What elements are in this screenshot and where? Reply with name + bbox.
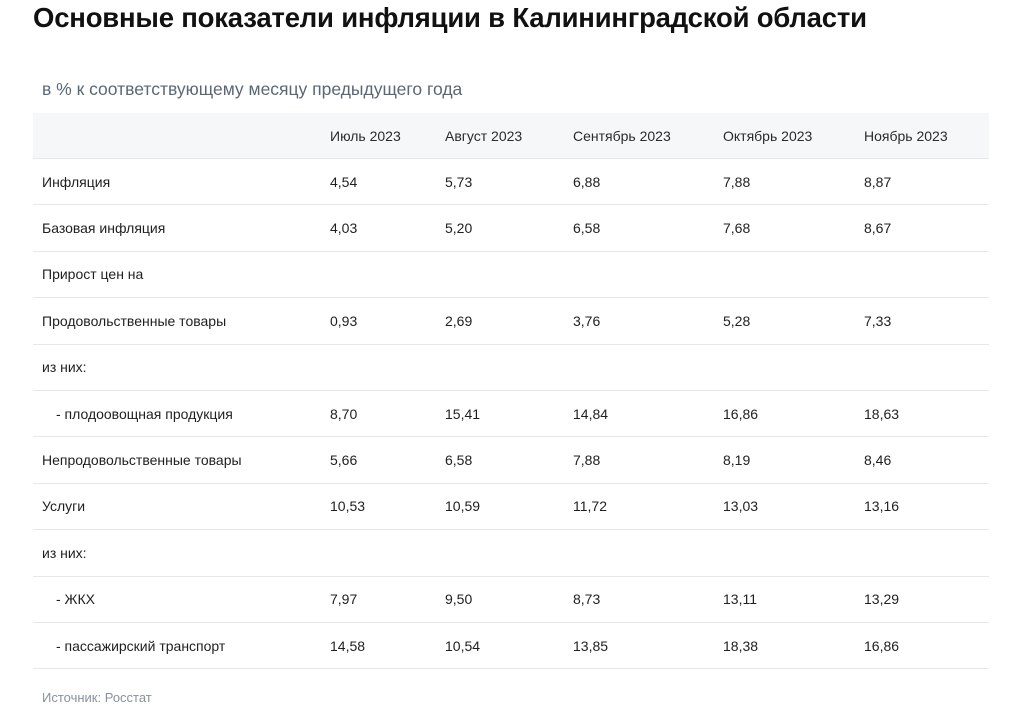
table-cell: 16,86 (723, 405, 759, 422)
header-cell-november: Ноябрь 2023 (864, 127, 948, 144)
table-cell: 7,88 (573, 452, 601, 469)
table-row: Непродовольственные товары 5,66 6,58 7,8… (33, 437, 989, 484)
table-cell: 14,58 (330, 637, 366, 654)
table-header-row: Июль 2023 Август 2023 Сентябрь 2023 Октя… (33, 113, 989, 159)
table-row: - плодоовощная продукция 8,70 15,41 14,8… (33, 391, 989, 438)
table-cell: 6,58 (445, 452, 473, 469)
table-cell: 5,20 (445, 220, 473, 237)
table-cell: 11,72 (573, 498, 607, 515)
table-cell: 5,66 (330, 452, 358, 469)
table-cell: 7,33 (864, 312, 892, 329)
table-cell: 16,86 (864, 637, 900, 654)
table-row: Базовая инфляция 4,03 5,20 6,58 7,68 8,6… (33, 205, 989, 252)
header-cell-august: Август 2023 (445, 127, 523, 144)
table-cell: 10,59 (445, 498, 481, 515)
table-cell: 8,67 (864, 220, 892, 237)
row-label: Услуги (42, 498, 86, 515)
table-cell: 10,53 (330, 498, 366, 515)
row-label: из них: (42, 359, 87, 376)
table-row: Продовольственные товары 0,93 2,69 3,76 … (33, 298, 989, 345)
table-cell: 7,68 (723, 220, 751, 237)
table-cell: 4,03 (330, 220, 358, 237)
row-label: из них: (42, 544, 87, 561)
table-cell: 0,93 (330, 312, 358, 329)
table-cell: 13,29 (864, 591, 900, 608)
table-cell: 14,84 (573, 405, 609, 422)
table-cell: 8,87 (864, 173, 892, 190)
table-row: Услуги 10,53 10,59 11,72 13,03 13,16 (33, 484, 989, 531)
header-cell-october: Октябрь 2023 (723, 127, 813, 144)
table-cell: 15,41 (445, 405, 481, 422)
table-cell: 3,76 (573, 312, 601, 329)
table-cell: 5,28 (723, 312, 751, 329)
table-cell: 13,16 (864, 498, 900, 515)
table-row: из них: (33, 345, 989, 391)
table-cell: 8,70 (330, 405, 358, 422)
table-cell: 13,03 (723, 498, 759, 515)
table-cell: 8,19 (723, 452, 751, 469)
table-cell: 8,73 (573, 591, 601, 608)
row-label: Продовольственные товары (42, 312, 227, 329)
table-cell: 6,58 (573, 220, 601, 237)
table-row: Прирост цен на (33, 252, 989, 299)
row-label: - пассажирский транспорт (56, 637, 226, 654)
table-cell: 13,11 (723, 591, 757, 608)
table-cell: 2,69 (445, 312, 473, 329)
table-cell: 6,88 (573, 173, 601, 190)
table-row: - ЖКХ 7,97 9,50 8,73 13,11 13,29 (33, 577, 989, 623)
table-row: Инфляция 4,54 5,73 6,88 7,88 8,87 (33, 159, 989, 206)
row-label: Базовая инфляция (42, 220, 166, 237)
table-cell: 10,54 (445, 637, 481, 654)
table-cell: 18,63 (864, 405, 900, 422)
table-cell: 9,50 (445, 591, 473, 608)
inflation-table: Июль 2023 Август 2023 Сентябрь 2023 Октя… (33, 113, 989, 670)
table-cell: 18,38 (723, 637, 759, 654)
row-label: Инфляция (42, 173, 111, 190)
table-cell: 7,88 (723, 173, 751, 190)
table-row: - пассажирский транспорт 14,58 10,54 13,… (33, 623, 989, 670)
table-cell: 13,85 (573, 637, 609, 654)
table-cell: 4,54 (330, 173, 358, 190)
row-label: - плодоовощная продукция (56, 405, 233, 422)
header-cell-september: Сентябрь 2023 (573, 127, 671, 144)
header-cell-july: Июль 2023 (330, 127, 401, 144)
row-label: Прирост цен на (42, 266, 144, 283)
page-title: Основные показатели инфляции в Калинингр… (33, 2, 867, 33)
table-cell: 5,73 (445, 173, 473, 190)
table-cell: 7,97 (330, 591, 358, 608)
table-row: из них: (33, 530, 989, 577)
row-label: - ЖКХ (56, 591, 95, 608)
table-cell: 8,46 (864, 452, 892, 469)
row-label: Непродовольственные товары (42, 452, 242, 469)
source-note: Источник: Росстат (42, 690, 152, 705)
table-subtitle: в % к соответствующему месяцу предыдущег… (42, 79, 463, 99)
